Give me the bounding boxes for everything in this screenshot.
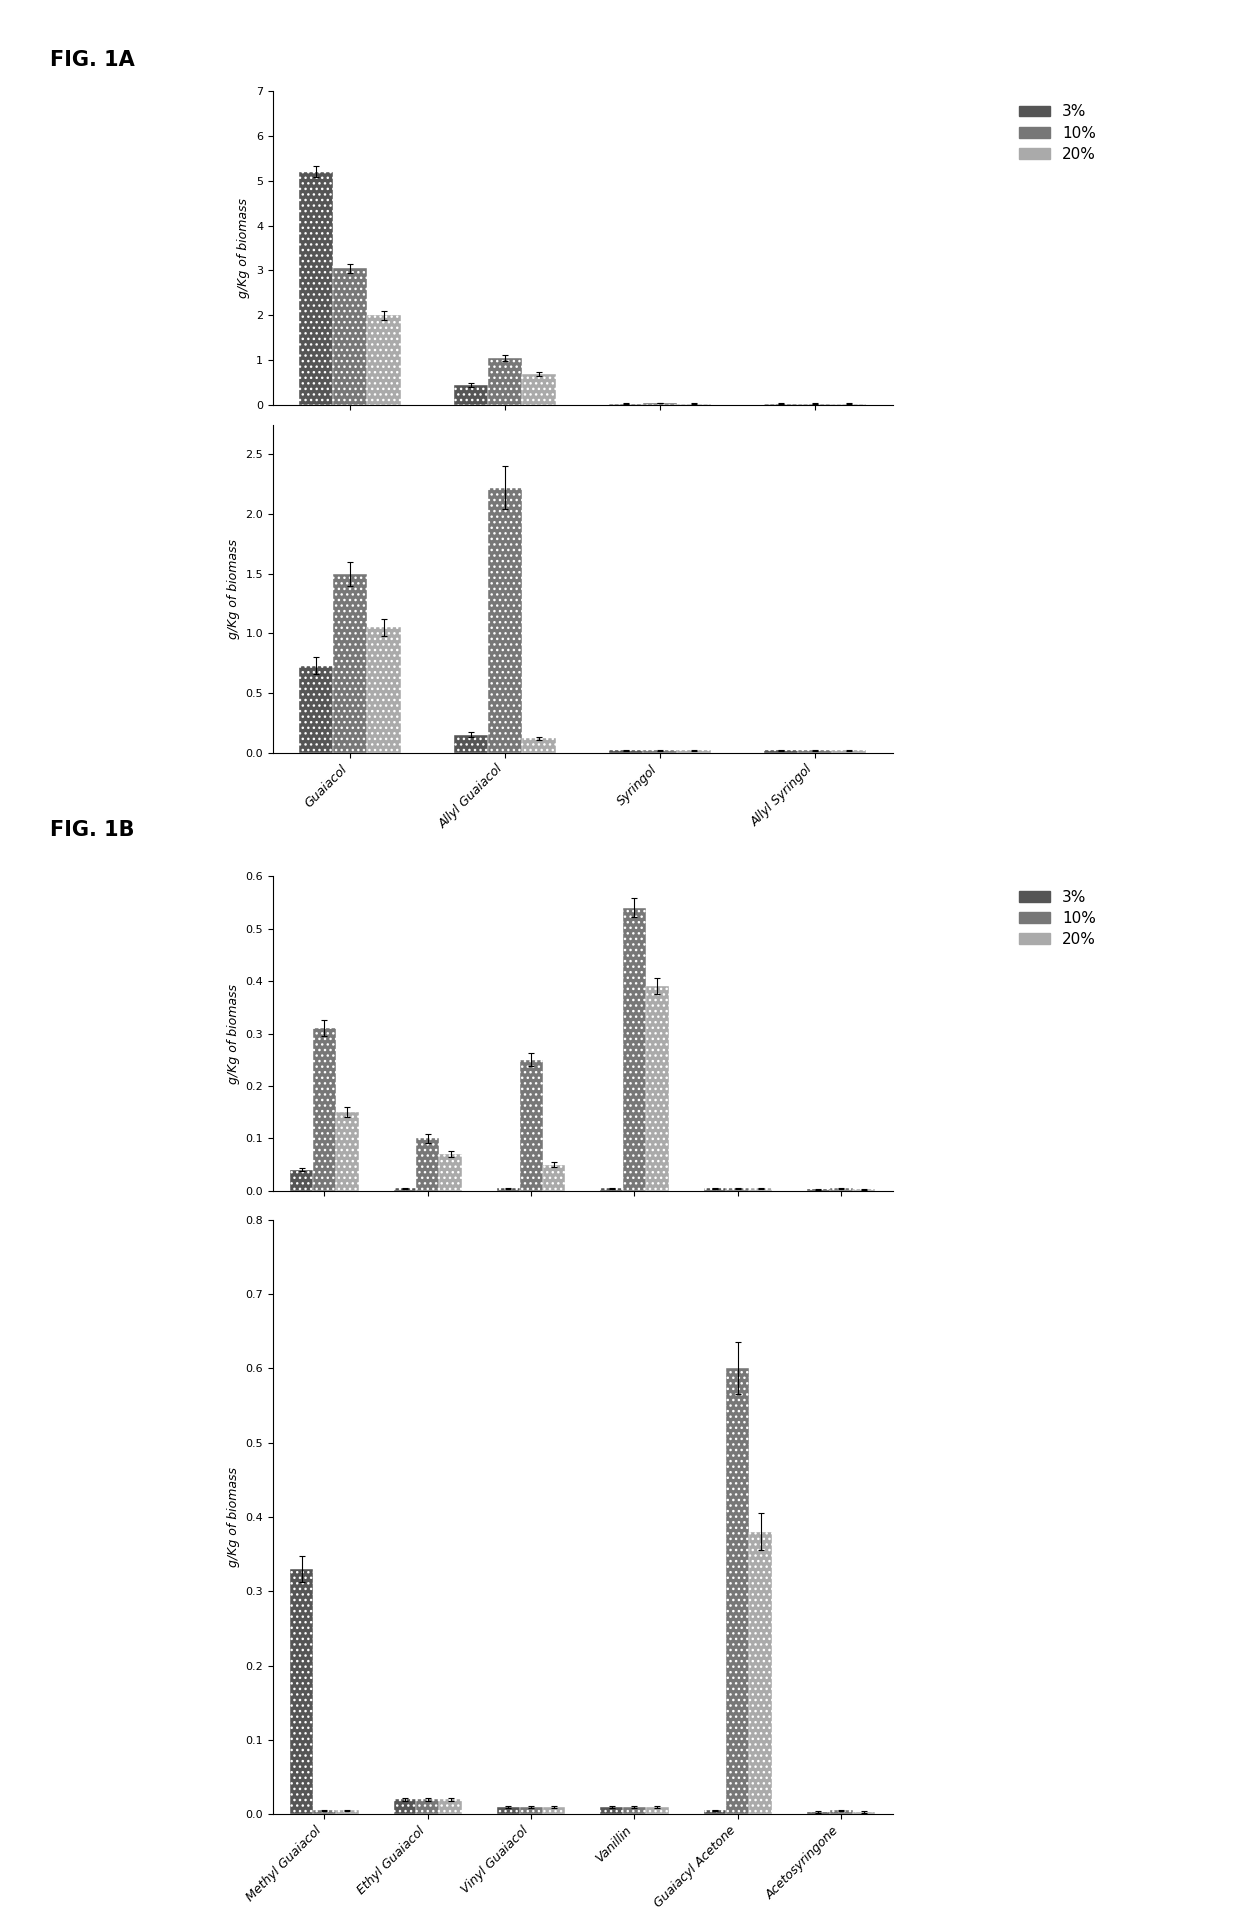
Bar [312,1029,336,1191]
Bar [704,1189,727,1191]
Bar [367,315,402,405]
Bar [489,359,522,405]
Bar [624,1806,646,1814]
Bar [522,739,557,753]
Bar [853,1812,875,1814]
Y-axis label: g/Kg of biomass: g/Kg of biomass [227,984,239,1083]
Bar [830,1189,853,1191]
Bar [299,666,334,753]
Bar [454,735,489,753]
Bar [609,751,644,753]
Bar [799,751,832,753]
Bar [727,1368,749,1814]
Bar [439,1799,463,1814]
Bar [600,1806,624,1814]
Bar [299,172,334,405]
Bar [439,1154,463,1191]
Bar [489,488,522,753]
Bar [312,1810,336,1814]
Text: FIG. 1A: FIG. 1A [50,50,134,69]
Bar [543,1806,565,1814]
Bar [832,751,867,753]
Bar [807,1812,830,1814]
Bar [522,374,557,405]
Bar [497,1189,520,1191]
Y-axis label: g/Kg of biomass: g/Kg of biomass [227,538,239,639]
Bar [543,1164,565,1191]
Bar [367,627,402,753]
Bar [336,1112,358,1191]
Bar [749,1189,771,1191]
Bar [520,1060,543,1191]
Bar [646,1806,668,1814]
Bar [497,1806,520,1814]
Bar [334,573,367,753]
Bar [646,986,668,1191]
Legend: 3%, 10%, 20%: 3%, 10%, 20% [1013,98,1102,168]
Bar [830,1810,853,1814]
Text: FIG. 1B: FIG. 1B [50,820,134,840]
Bar [417,1799,439,1814]
Bar [454,386,489,405]
Bar [624,907,646,1191]
Bar [704,1810,727,1814]
Bar [749,1532,771,1814]
Bar [644,403,677,405]
Y-axis label: g/Kg of biomass: g/Kg of biomass [237,199,250,297]
Bar [394,1189,417,1191]
Y-axis label: g/Kg of biomass: g/Kg of biomass [227,1467,239,1567]
Bar [520,1806,543,1814]
Bar [290,1170,312,1191]
Bar [764,751,799,753]
Bar [334,268,367,405]
Bar [644,751,677,753]
Bar [727,1189,749,1191]
Bar [336,1810,358,1814]
Bar [290,1569,312,1814]
Bar [600,1189,624,1191]
Bar [417,1139,439,1191]
Legend: 3%, 10%, 20%: 3%, 10%, 20% [1013,884,1102,953]
Bar [394,1799,417,1814]
Bar [677,751,712,753]
